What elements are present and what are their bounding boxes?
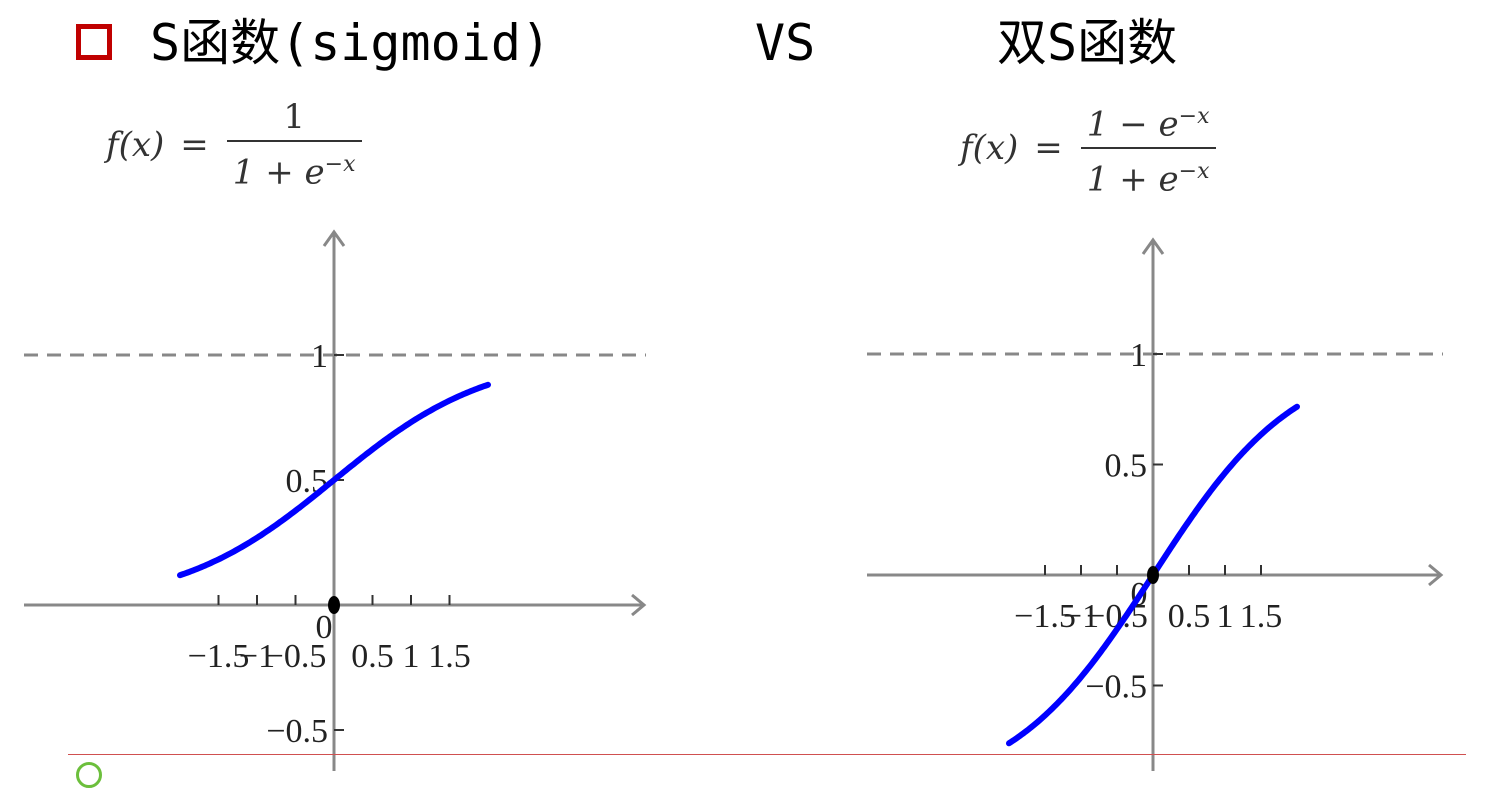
formula-left-denominator-exp: −x: [325, 152, 356, 177]
formula-left: f(x) = 1 1 + e−x: [106, 94, 362, 195]
divider-line: [68, 754, 1466, 755]
formula-left-fraction: 1 1 + e−x: [227, 94, 362, 195]
formula-right-denominator: 1 + e−x: [1081, 149, 1216, 202]
square-bullet-icon: [76, 24, 112, 60]
circle-icon: [76, 762, 102, 788]
formula-right: f(x) = 1 − e−x 1 + e−x: [960, 94, 1216, 203]
x-tick-label: 1: [1217, 598, 1234, 635]
formula-right-numerator: 1 − e−x: [1081, 94, 1216, 147]
y-tick-label: 0.5: [286, 463, 329, 500]
title-left: S函数(sigmoid): [150, 10, 551, 76]
y-tick-label: 1: [1130, 337, 1147, 374]
x-tick-label: 0.5: [351, 638, 394, 675]
title-row: S函数(sigmoid) VS 双S函数: [72, 8, 1452, 80]
formula-left-denominator-base: 1 + e: [233, 152, 325, 192]
x-tick-label: 0.5: [1168, 598, 1211, 635]
formula-left-denominator: 1 + e−x: [227, 142, 362, 195]
x-tick-label: 1: [403, 638, 420, 675]
formula-right-lhs: f(x): [960, 128, 1018, 168]
formula-left-eq: =: [180, 125, 209, 165]
y-tick-label: −0.5: [1085, 669, 1147, 706]
formula-right-numerator-base: 1 − e: [1087, 104, 1179, 144]
formula-left-lhs: f(x): [106, 125, 164, 165]
title-vs: VS: [755, 10, 815, 76]
formula-right-denominator-base: 1 + e: [1087, 160, 1179, 200]
y-tick-label: −0.5: [266, 713, 328, 750]
origin-dot: [1147, 566, 1159, 584]
x-tick-label: 1.5: [428, 638, 471, 675]
title-right: 双S函数: [997, 10, 1177, 76]
origin-dot: [328, 596, 340, 614]
y-tick-label: 1: [311, 338, 328, 375]
formula-right-numerator-exp: −x: [1179, 104, 1210, 129]
y-tick-label: 0.5: [1105, 448, 1148, 485]
formula-right-fraction: 1 − e−x 1 + e−x: [1081, 94, 1216, 203]
formula-right-eq: =: [1034, 128, 1063, 168]
origin-label: 0: [316, 609, 333, 646]
x-tick-label: 1.5: [1240, 598, 1283, 635]
formula-right-denominator-exp: −x: [1179, 159, 1210, 184]
formula-left-numerator: 1: [277, 94, 311, 140]
